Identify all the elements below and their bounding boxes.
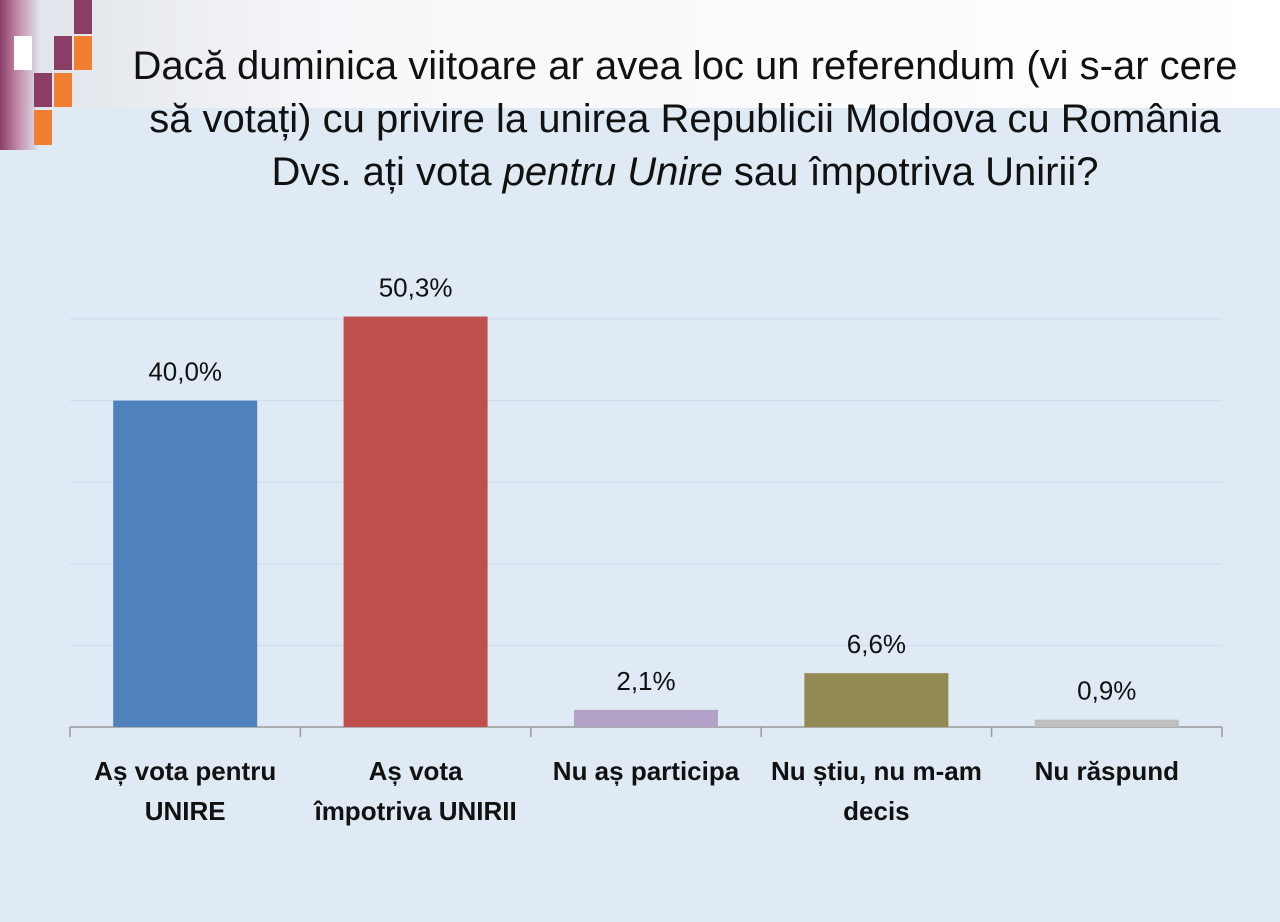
category-label-2: Aș vota împotriva UNIRII — [312, 756, 516, 826]
decor-square — [74, 36, 92, 70]
bar-5 — [1034, 719, 1179, 727]
chart-title: Dacă duminica viitoare ar avea loc un re… — [132, 44, 1238, 194]
data-label-5: 0,9% — [1077, 676, 1136, 706]
title-emphasis: pentru Unire — [502, 150, 723, 194]
decor-square — [74, 0, 92, 34]
category-label-1: Aș vota pentru UNIRE — [94, 756, 276, 826]
decor-square — [54, 73, 72, 107]
corner-gradient — [0, 0, 40, 150]
decor-square — [54, 36, 72, 70]
category-label-5: Nu răspund — [1035, 756, 1179, 786]
decor-square — [34, 110, 52, 145]
data-label-1: 40,0% — [148, 357, 222, 387]
bar-2 — [343, 316, 488, 727]
data-label-4: 6,6% — [847, 629, 906, 659]
category-label-4: Nu știu, nu m-am decis — [771, 756, 982, 826]
bar-4 — [804, 673, 949, 727]
decor-square — [14, 36, 32, 70]
data-label-3: 2,1% — [616, 666, 675, 696]
title-band — [0, 0, 1280, 108]
bar-1 — [113, 400, 258, 727]
bar-3 — [574, 709, 718, 727]
category-label-3: Nu aș participa — [553, 756, 740, 786]
data-label-2: 50,3% — [379, 273, 453, 303]
decor-square — [34, 73, 52, 107]
